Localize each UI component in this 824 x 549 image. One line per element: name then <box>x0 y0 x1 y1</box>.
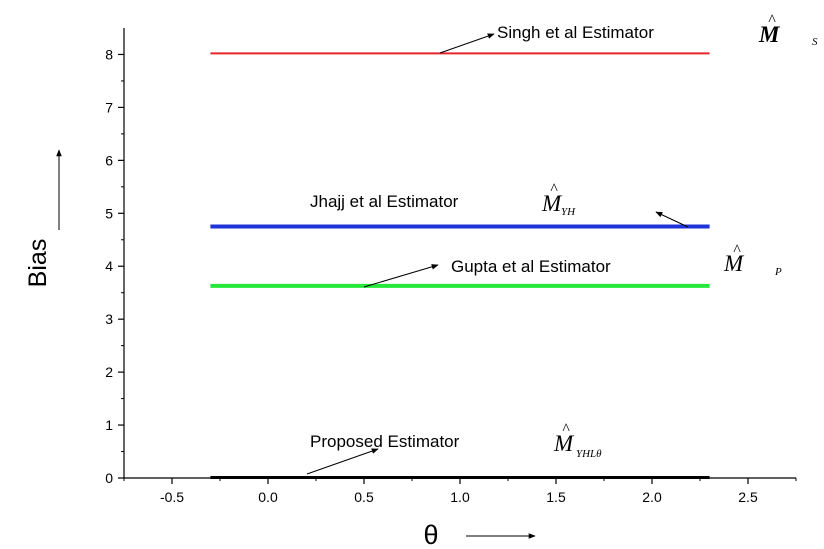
annotation-proposed-label: Proposed Estimator <box>310 432 460 451</box>
annotation-gupta-symbol: M <box>723 251 745 276</box>
y-tick-label: 6 <box>105 152 113 168</box>
annotation-gupta-subscript: P <box>774 266 782 278</box>
annotation-proposed-subscript: YHLθ <box>576 448 602 460</box>
annotation-singh-subscript: S <box>812 36 818 48</box>
x-tick-label: 1.0 <box>450 489 470 505</box>
y-tick-label: 2 <box>105 364 113 380</box>
annotation-singh: Singh et al Estimator M ^ S <box>439 12 818 54</box>
y-tick-label: 0 <box>105 470 113 486</box>
annotation-singh-label: Singh et al Estimator <box>497 23 654 42</box>
y-tick-label: 5 <box>105 205 113 221</box>
series-lines <box>210 52 710 479</box>
annotation-gupta: Gupta et al Estimator M ^ P <box>363 242 782 288</box>
x-tick-label: 1.5 <box>546 489 566 505</box>
y-ticks: 0 1 2 3 4 5 6 7 8 <box>105 46 124 486</box>
y-tick-label: 7 <box>105 99 113 115</box>
annotation-proposed-hat: ^ <box>562 421 570 438</box>
annotation-jhajj-label: Jhajj et al Estimator <box>310 192 459 211</box>
y-tick-label: 8 <box>105 46 113 62</box>
y-tick-label: 1 <box>105 417 113 433</box>
annotation-jhajj: Jhajj et al Estimator M ^ YH <box>310 181 689 228</box>
x-tick-label: 0.0 <box>258 489 278 505</box>
x-tick-label: 0.5 <box>354 489 374 505</box>
x-ticks: -0.5 0.0 0.5 1.0 1.5 2.0 2.5 <box>123 478 797 505</box>
annotation-proposed: Proposed Estimator M ^ YHLθ <box>306 421 602 475</box>
y-tick-label: 3 <box>105 311 113 327</box>
annotation-gupta-label: Gupta et al Estimator <box>451 257 611 276</box>
y-axis-title: Bias <box>24 239 52 288</box>
x-tick-label: 2.0 <box>642 489 662 505</box>
annotation-gupta-hat: ^ <box>733 242 741 259</box>
annotation-gupta-arrow <box>363 264 439 288</box>
annotation-proposed-symbol: M <box>553 431 575 456</box>
annotation-jhajj-subscript: YH <box>561 206 576 218</box>
annotation-jhajj-hat: ^ <box>550 181 558 198</box>
annotation-singh-symbol: M <box>758 22 781 47</box>
y-tick-label: 4 <box>105 258 113 274</box>
annotation-proposed-arrow <box>306 448 379 475</box>
x-tick-label: -0.5 <box>160 489 184 505</box>
annotation-singh-arrow <box>439 33 495 54</box>
x-tick-label: 2.5 <box>738 489 758 505</box>
x-axis-title: θ <box>423 520 438 549</box>
annotation-singh-hat: ^ <box>768 12 776 29</box>
annotation-jhajj-symbol: M <box>541 191 563 216</box>
annotation-jhajj-arrow <box>655 211 689 228</box>
